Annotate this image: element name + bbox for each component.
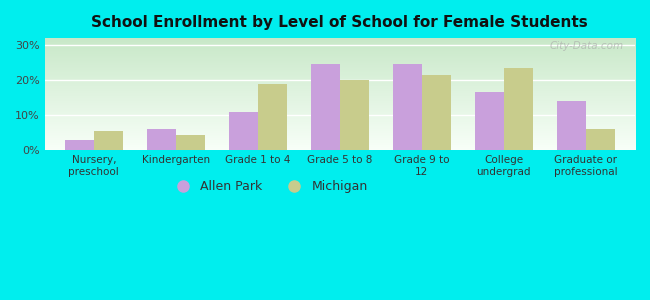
- Text: City-Data.com: City-Data.com: [549, 41, 623, 52]
- Bar: [504, 68, 532, 150]
- Bar: [311, 64, 340, 150]
- Bar: [229, 112, 258, 150]
- Bar: [65, 140, 94, 150]
- Bar: [94, 131, 122, 150]
- Title: School Enrollment by Level of School for Female Students: School Enrollment by Level of School for…: [92, 15, 588, 30]
- Bar: [340, 80, 369, 150]
- Bar: [258, 84, 287, 150]
- Bar: [422, 75, 450, 150]
- Bar: [176, 135, 205, 150]
- Bar: [557, 101, 586, 150]
- Bar: [393, 64, 422, 150]
- Bar: [475, 92, 504, 150]
- Legend: Allen Park, Michigan: Allen Park, Michigan: [165, 175, 372, 198]
- Bar: [586, 129, 614, 150]
- Bar: [147, 129, 176, 150]
